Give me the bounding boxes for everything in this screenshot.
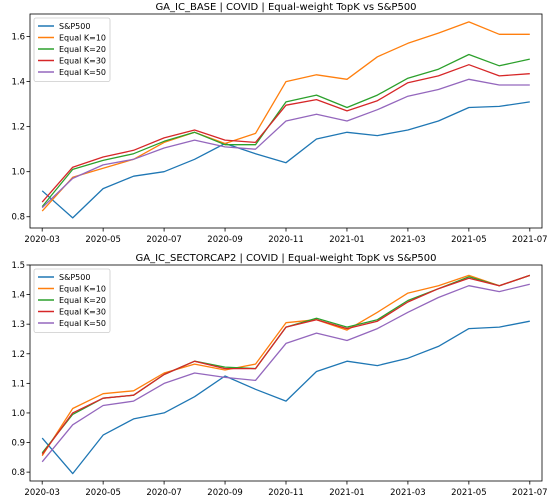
- x-tick-label: 2020-07: [146, 235, 182, 245]
- x-tick-label: 2021-01: [329, 235, 365, 245]
- series-line-equal-k-20: [41, 274, 531, 454]
- x-tick-label: 2020-11: [268, 235, 304, 245]
- chart-title: GA_IC_SECTORCAP2 | COVID | Equal-weight …: [135, 253, 436, 264]
- x-tick-label: 2021-07: [512, 235, 548, 245]
- chart-panel-2: GA_IC_SECTORCAP2 | COVID | Equal-weight …: [11, 253, 547, 498]
- x-tick-label: 2021-05: [451, 488, 487, 498]
- series-line-equal-k-30: [41, 274, 531, 455]
- y-tick-label: 1.1: [11, 379, 25, 389]
- series-line-equal-k-10: [41, 21, 530, 212]
- series-line-equal-k-10: [41, 274, 531, 457]
- legend-entry: S&P500: [59, 22, 90, 31]
- x-tick-label: 2020-05: [85, 488, 121, 498]
- y-tick-label: 1.0: [11, 168, 25, 178]
- y-tick-label: 0.8: [11, 468, 25, 478]
- series-line-equal-k-30: [41, 64, 530, 203]
- series-line-equal-k-50: [41, 283, 530, 463]
- x-tick-label: 2021-01: [329, 488, 365, 498]
- x-tick-label: 2020-05: [85, 235, 121, 245]
- legend-entry: S&P500: [59, 273, 90, 282]
- y-tick-label: 0.8: [11, 213, 25, 223]
- x-tick-label: 2020-03: [24, 488, 60, 498]
- x-tick-label: 2021-05: [451, 235, 487, 245]
- legend-entry: Equal K=20: [59, 296, 106, 305]
- legend-entry: Equal K=30: [59, 308, 106, 317]
- x-tick-label: 2020-09: [207, 488, 243, 498]
- legend-entry: Equal K=10: [59, 285, 106, 294]
- chart-title: GA_IC_BASE | COVID | Equal-weight TopK v…: [155, 2, 416, 13]
- y-tick-label: 1.4: [11, 78, 25, 88]
- legend-box: [33, 17, 111, 82]
- series-line-s-p500: [41, 101, 530, 219]
- x-tick-label: 2020-03: [24, 235, 60, 245]
- x-tick-label: 2020-07: [146, 488, 182, 498]
- x-tick-label: 2021-03: [390, 488, 426, 498]
- y-tick-label: 1.3: [11, 320, 25, 330]
- y-tick-label: 1.2: [11, 123, 25, 133]
- x-tick-label: 2020-09: [207, 235, 243, 245]
- legend-entry: Equal K=50: [59, 319, 106, 328]
- chart-panel-1: GA_IC_BASE | COVID | Equal-weight TopK v…: [11, 2, 547, 245]
- legend-entry: Equal K=20: [59, 45, 106, 54]
- x-tick-label: 2021-07: [512, 488, 548, 498]
- legend-entry: Equal K=10: [59, 34, 106, 43]
- series-line-s-p500: [41, 320, 530, 475]
- y-tick-label: 1.6: [11, 33, 25, 43]
- series-line-equal-k-20: [41, 53, 530, 208]
- legend-entry: Equal K=30: [59, 57, 106, 66]
- x-tick-label: 2021-03: [390, 235, 426, 245]
- legend-entry: Equal K=50: [59, 68, 106, 77]
- y-tick-label: 1.0: [11, 409, 25, 419]
- y-tick-label: 1.2: [11, 350, 25, 360]
- y-tick-label: 0.9: [11, 439, 25, 449]
- y-tick-label: 1.4: [11, 291, 25, 301]
- legend-box: [33, 268, 111, 333]
- x-tick-label: 2020-11: [268, 488, 304, 498]
- series-line-equal-k-50: [41, 78, 530, 209]
- y-tick-label: 1.5: [11, 261, 25, 271]
